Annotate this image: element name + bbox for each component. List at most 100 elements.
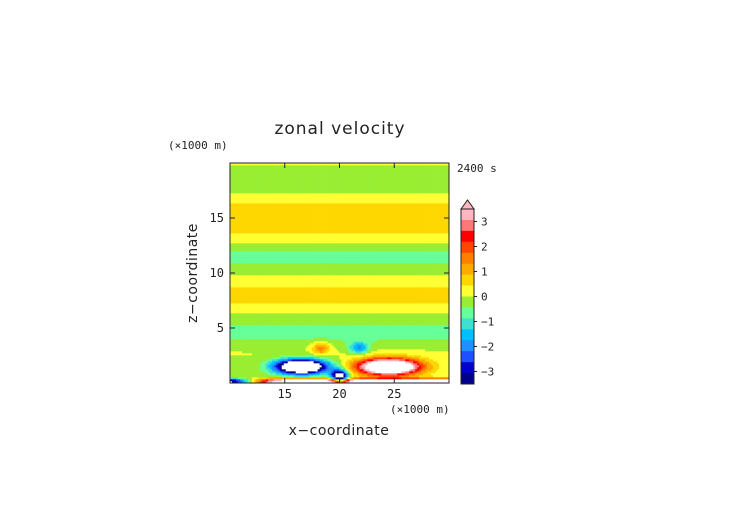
field-cell: [239, 181, 243, 184]
field-cell: [255, 315, 259, 318]
field-cell: [233, 357, 237, 360]
field-cell: [237, 229, 241, 232]
field-cell: [303, 351, 306, 354]
field-cell: [261, 291, 265, 294]
field-cell: [299, 339, 303, 342]
field-cell: [263, 255, 267, 258]
field-cell: [263, 185, 267, 188]
field-cell: [245, 377, 249, 380]
field-cell: [257, 315, 261, 318]
field-cell: [291, 267, 295, 270]
field-cell: [251, 359, 255, 362]
field-cell: [311, 191, 314, 194]
field-cell: [230, 353, 233, 356]
field-cell: [245, 309, 249, 312]
field-cell: [261, 215, 265, 218]
field-cell: [313, 377, 316, 380]
field-cell: [319, 361, 322, 364]
field-cell: [293, 305, 297, 308]
field-cell: [311, 237, 314, 240]
field-cell: [251, 299, 255, 302]
field-cell: [259, 289, 263, 292]
field-cell: [281, 243, 285, 246]
field-cell: [255, 341, 259, 344]
field-cell: [249, 363, 253, 366]
field-cell: [245, 359, 249, 362]
field-cell: [285, 187, 289, 190]
field-cell: [271, 311, 275, 314]
field-cell: [239, 229, 243, 232]
field-cell: [299, 217, 303, 220]
field-cell: [237, 251, 241, 254]
field-cell: [267, 183, 271, 186]
field-cell: [299, 193, 303, 196]
field-cell: [307, 245, 310, 248]
field-cell: [267, 361, 271, 364]
field-cell: [271, 193, 275, 196]
field-cell: [251, 277, 255, 280]
field-cell: [267, 245, 271, 248]
field-cell: [243, 269, 247, 272]
field-cell: [263, 199, 267, 202]
field-cell: [301, 331, 305, 334]
field-cell: [239, 191, 243, 194]
field-cell: [285, 291, 289, 294]
field-cell: [241, 253, 245, 256]
field-cell: [265, 339, 269, 342]
field-cell: [257, 339, 261, 342]
field-cell: [263, 287, 267, 290]
field-cell: [309, 241, 312, 244]
field-cell: [289, 165, 293, 168]
field-cell: [289, 181, 293, 184]
field-cell: [301, 339, 305, 342]
field-cell: [287, 289, 291, 292]
field-cell: [271, 361, 275, 364]
field-cell: [239, 305, 243, 308]
field-cell: [255, 369, 259, 372]
field-cell: [307, 183, 310, 186]
field-cell: [279, 219, 283, 222]
field-cell: [230, 365, 233, 368]
field-cell: [269, 239, 273, 242]
field-cell: [287, 339, 291, 342]
field-cell: [257, 371, 261, 374]
field-cell: [281, 295, 285, 298]
field-cell: [235, 171, 239, 174]
field-cell: [261, 293, 265, 296]
field-cell: [269, 291, 273, 294]
field-cell: [255, 285, 259, 288]
field-cell: [295, 197, 299, 200]
field-cell: [261, 297, 265, 300]
field-cell: [309, 209, 312, 212]
field-cell: [289, 233, 293, 236]
field-cell: [303, 255, 306, 258]
field-cell: [273, 337, 277, 340]
field-cell: [293, 209, 297, 212]
field-cell: [273, 265, 277, 268]
field-cell: [315, 173, 318, 176]
field-cell: [253, 305, 257, 308]
field-cell: [230, 269, 233, 272]
field-cell: [243, 349, 247, 352]
field-cell: [305, 317, 308, 320]
field-cell: [281, 277, 285, 280]
field-cell: [237, 275, 241, 278]
field-cell: [279, 201, 283, 204]
field-cell: [301, 163, 305, 166]
field-cell: [301, 259, 305, 262]
field-cell: [241, 193, 245, 196]
field-cell: [257, 163, 261, 166]
field-cell: [237, 347, 241, 350]
field-cell: [235, 273, 239, 276]
field-cell: [231, 227, 235, 230]
field-cell: [309, 325, 312, 328]
field-cell: [277, 209, 281, 212]
field-cell: [247, 281, 251, 284]
field-cell: [271, 293, 275, 296]
field-cell: [241, 329, 245, 332]
field-cell: [319, 333, 322, 336]
field-cell: [275, 243, 279, 246]
field-cell: [285, 329, 289, 332]
field-cell: [281, 379, 285, 382]
heatmap-field: [230, 163, 449, 383]
